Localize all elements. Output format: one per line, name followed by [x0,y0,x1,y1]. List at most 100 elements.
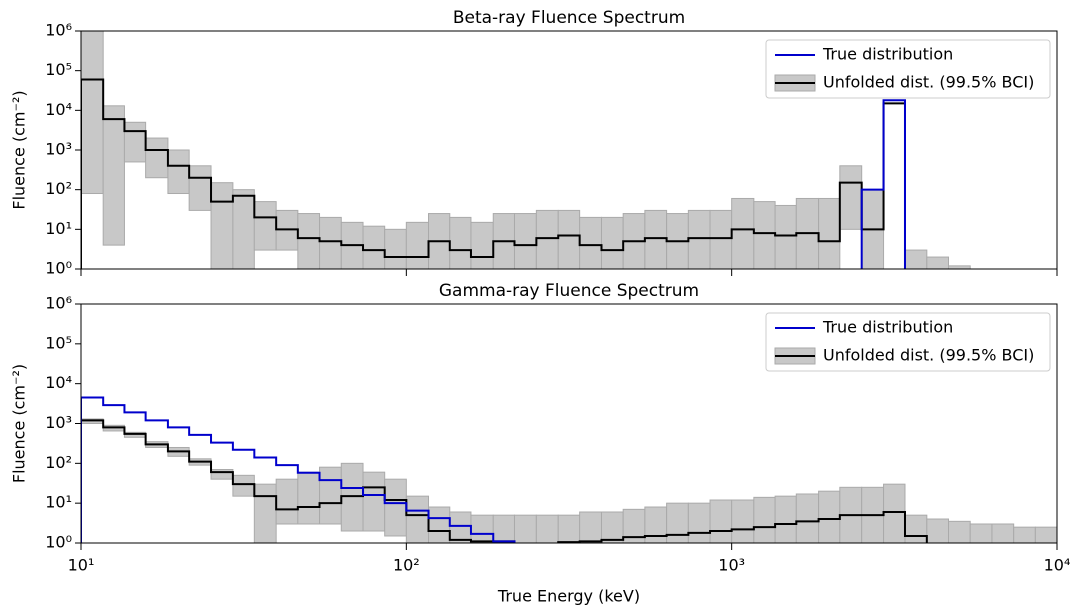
band [969,523,993,543]
band [687,502,711,543]
band [904,514,928,543]
band [492,514,515,543]
band [340,462,364,532]
band [600,511,624,543]
band [579,511,602,543]
x-tick-label: 10¹ [68,556,95,575]
band [818,197,841,269]
band [687,209,711,269]
band [253,483,277,543]
band [753,496,776,543]
band [839,165,863,230]
band [818,490,841,543]
band [513,213,537,269]
step-line [860,99,906,269]
y-tick-label: 10⁰ [45,533,72,552]
band [232,189,255,269]
band [666,502,689,543]
band [319,466,342,525]
band [123,121,147,163]
x-tick-label: 10³ [718,556,745,575]
band [535,514,559,543]
band [253,201,277,251]
step-line [81,396,516,543]
band [449,216,472,269]
y-tick-label: 10¹ [45,493,72,512]
band [405,495,430,543]
band [297,471,321,525]
band [991,523,1015,543]
band [362,471,386,532]
band [81,31,104,195]
y-axis-label: Fluence (cm⁻²) [10,364,29,483]
plot-area [81,31,971,269]
step-line [81,78,906,269]
band [926,518,950,543]
y-tick-label: 10⁴ [45,100,72,119]
legend-box [765,312,1051,372]
band [405,221,430,269]
y-tick-label: 10¹ [45,219,72,238]
band [167,149,190,195]
band [753,201,776,269]
band [579,216,602,269]
band [883,483,906,543]
band [709,209,733,269]
chart-title: Beta-ray Fluence Spectrum [453,8,685,28]
band [210,469,234,480]
band [557,514,581,543]
band [470,514,494,543]
band [774,495,797,543]
band [145,137,169,179]
y-tick-label: 10⁶ [45,21,72,40]
band [188,165,212,211]
legend-box [765,39,1051,99]
y-tick-label: 10² [45,179,72,198]
legend-label: True distribution [822,318,953,337]
y-tick-label: 10⁵ [45,60,72,79]
y-tick-label: 10⁰ [45,259,72,278]
y-tick-label: 10³ [45,413,72,432]
band [513,514,537,543]
band [210,182,234,269]
x-tick-label: 10⁴ [1044,556,1071,575]
band [535,209,559,269]
band [384,478,407,537]
band [384,228,407,269]
band [904,249,928,269]
band [774,204,797,269]
band [275,478,299,525]
y-tick-label: 10² [45,453,72,472]
band [600,216,624,269]
y-tick-label: 10⁴ [45,373,72,392]
band [731,197,755,269]
plot-area [81,396,1057,543]
x-axis-label: True Energy (keV) [497,587,640,606]
band [644,506,668,543]
band [319,216,342,269]
band [926,256,950,269]
band [709,499,733,543]
legend-label: Unfolded dist. (99.5% BCI) [823,346,1034,365]
band [102,105,125,246]
chart-title: Gamma-ray Fluence Spectrum [439,281,699,301]
band [428,506,451,543]
band [1013,526,1036,543]
band [449,511,472,543]
band [362,225,386,269]
band [1034,526,1057,543]
y-tick-label: 10⁵ [45,333,72,352]
band [644,209,668,269]
x-tick-label: 10² [393,556,420,575]
band [731,499,755,543]
y-tick-label: 10⁶ [45,294,72,313]
y-axis-label: Fluence (cm⁻²) [10,90,29,209]
band [795,493,820,543]
y-tick-label: 10³ [45,140,72,159]
legend-label: True distribution [822,45,953,64]
band [470,221,494,269]
step-line [81,419,928,543]
band [557,209,581,269]
band [297,213,321,269]
